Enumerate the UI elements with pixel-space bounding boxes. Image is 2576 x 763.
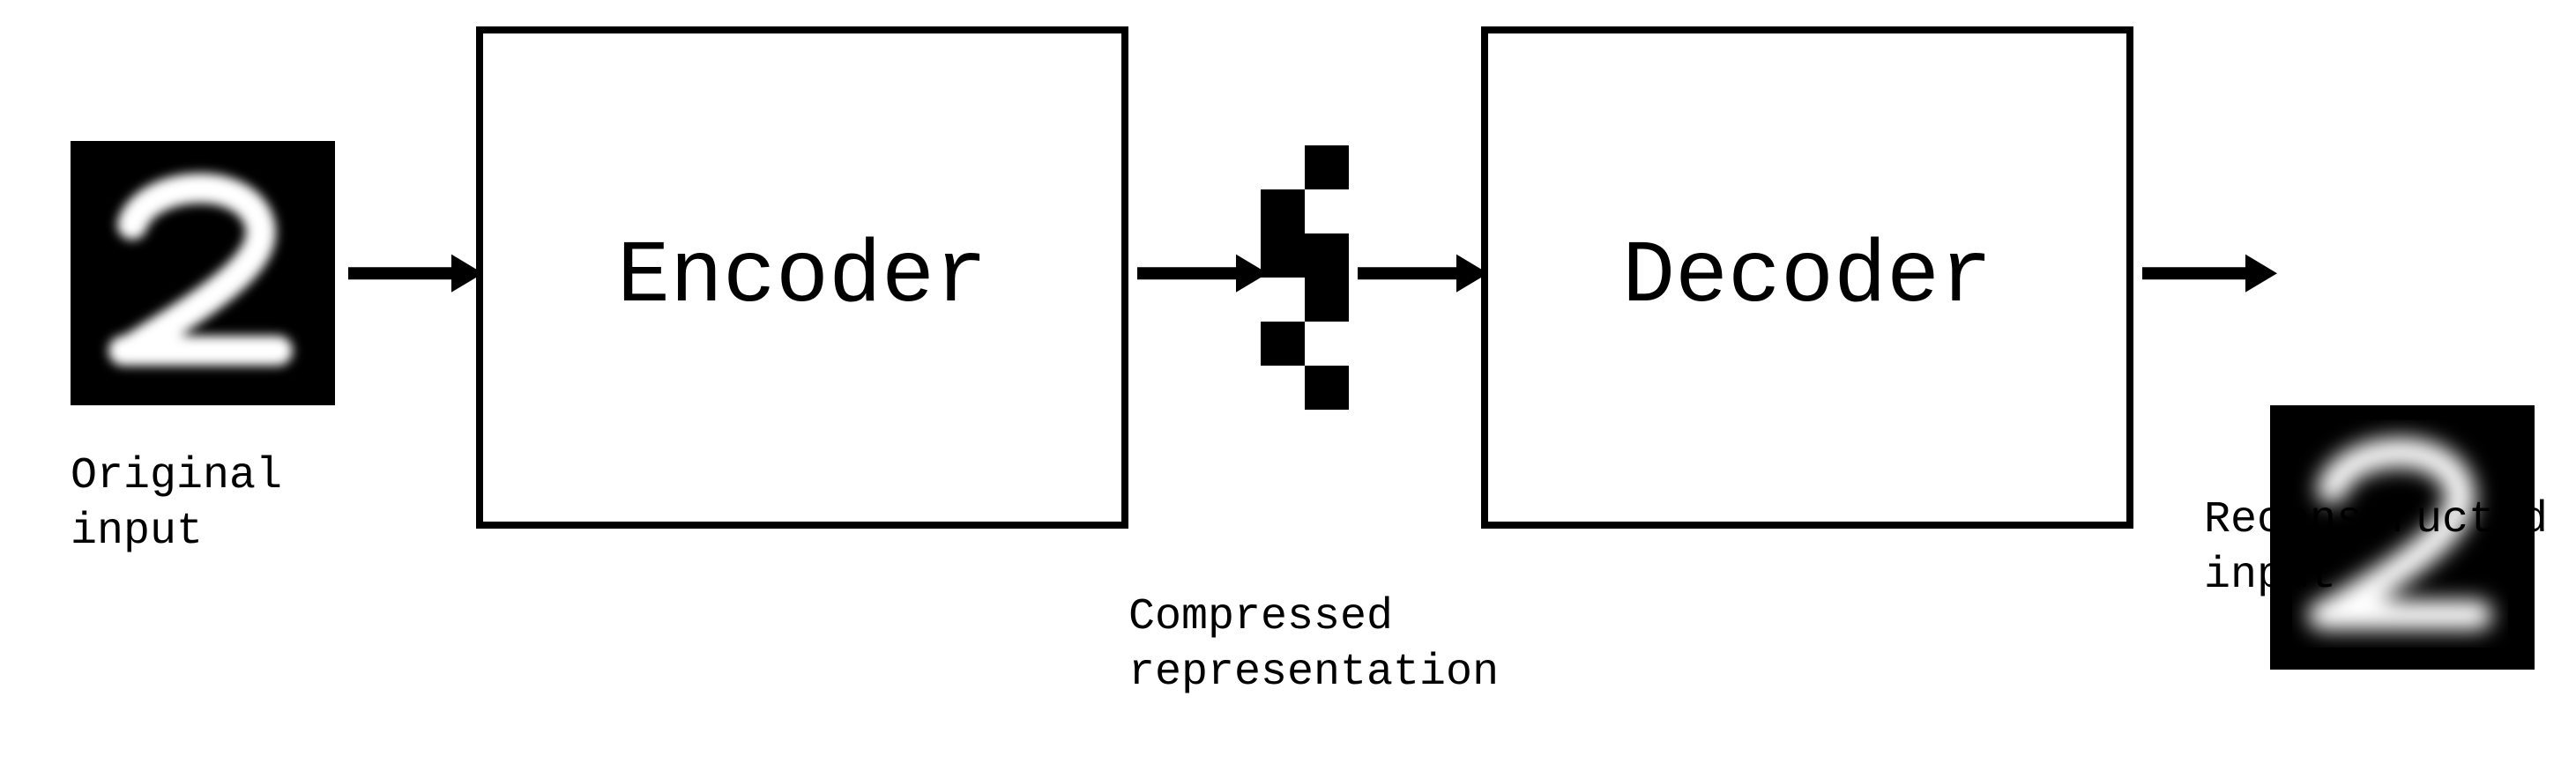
latent-cell bbox=[1305, 145, 1349, 189]
encoder-box: Encoder bbox=[476, 26, 1128, 529]
latent-cell bbox=[1261, 278, 1305, 322]
latent-cell bbox=[1305, 366, 1349, 410]
compressed-caption: Compressed representation bbox=[1128, 590, 1499, 700]
latent-cell bbox=[1261, 233, 1305, 278]
arrow-decoder-to-output bbox=[2142, 235, 2293, 311]
decoder-box: Decoder bbox=[1481, 26, 2133, 529]
latent-cell bbox=[1261, 322, 1305, 366]
latent-cell bbox=[1305, 278, 1349, 322]
autoencoder-diagram: Original input Encoder Compressed repres… bbox=[0, 0, 2576, 763]
compressed-representation bbox=[1261, 145, 1349, 410]
latent-cell bbox=[1305, 233, 1349, 278]
latent-cell bbox=[1261, 145, 1305, 189]
reconstructed-caption: Reconstructed input bbox=[2204, 493, 2548, 604]
original-input-tile bbox=[71, 141, 335, 405]
latent-cell bbox=[1261, 366, 1305, 410]
digit-2-input bbox=[71, 141, 335, 405]
latent-cell bbox=[1305, 322, 1349, 366]
original-input-caption: Original input bbox=[71, 449, 282, 559]
encoder-label: Encoder bbox=[617, 228, 987, 328]
decoder-label: Decoder bbox=[1622, 228, 1992, 328]
latent-cell bbox=[1261, 189, 1305, 233]
latent-cell bbox=[1305, 189, 1349, 233]
